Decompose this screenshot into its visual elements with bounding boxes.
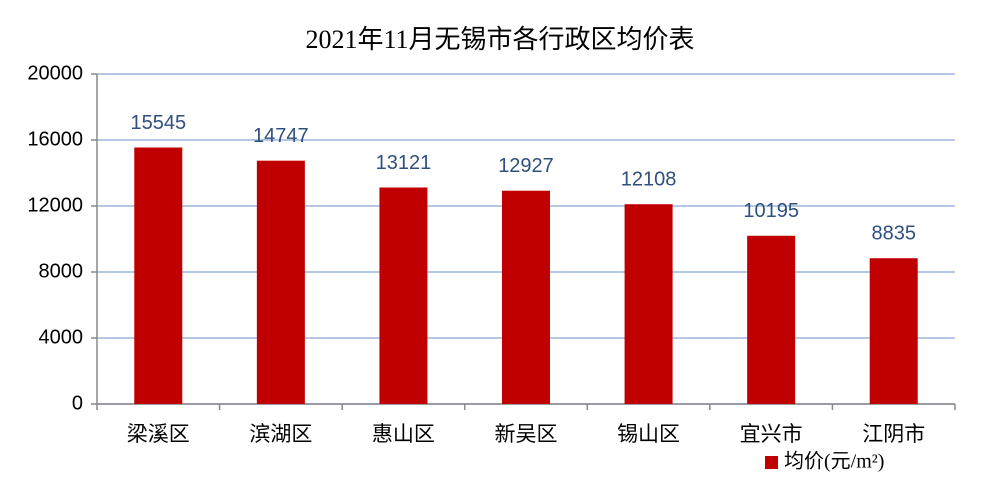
x-tick-label: 梁溪区 bbox=[127, 422, 190, 446]
x-tick-label: 宜兴市 bbox=[740, 422, 803, 446]
legend-label: 均价(元/m²) bbox=[784, 450, 884, 473]
value-label: 10195 bbox=[743, 200, 799, 222]
value-label: 12108 bbox=[621, 168, 677, 190]
value-label: 13121 bbox=[376, 152, 432, 174]
bar bbox=[134, 147, 183, 404]
value-label: 12927 bbox=[498, 155, 554, 177]
y-tick-label: 20000 bbox=[27, 62, 83, 84]
y-tick-label: 0 bbox=[72, 392, 83, 414]
x-tick-label: 江阴市 bbox=[862, 422, 925, 446]
x-tick-label: 惠山区 bbox=[372, 422, 435, 446]
value-label: 8835 bbox=[871, 223, 916, 245]
bar bbox=[379, 187, 428, 404]
bar bbox=[502, 190, 550, 404]
bar bbox=[256, 160, 305, 404]
y-tick-label: 16000 bbox=[27, 128, 83, 150]
value-label: 15545 bbox=[130, 112, 186, 134]
bar bbox=[747, 235, 796, 404]
chart-title: 2021年11月无锡市各行政区均价表 bbox=[305, 25, 694, 54]
legend-swatch bbox=[765, 456, 778, 469]
bar bbox=[624, 204, 673, 404]
x-tick-label: 新吴区 bbox=[495, 422, 558, 446]
value-label: 14747 bbox=[253, 125, 309, 147]
x-tick-label: 锡山区 bbox=[617, 422, 680, 446]
y-tick-label: 8000 bbox=[39, 260, 84, 282]
x-tick-label: 滨湖区 bbox=[249, 422, 312, 446]
bar bbox=[869, 258, 918, 404]
y-tick-label: 4000 bbox=[39, 326, 84, 348]
y-tick-label: 12000 bbox=[27, 194, 83, 216]
